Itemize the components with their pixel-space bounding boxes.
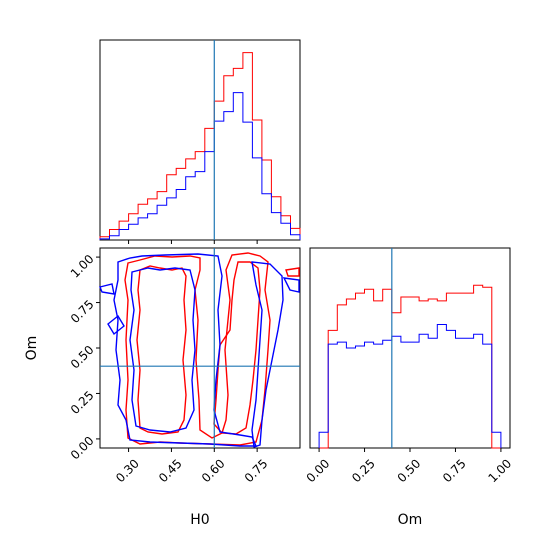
om-left-tick-label: 0.00 <box>68 434 97 463</box>
h0-tick-label: 0.60 <box>199 456 228 485</box>
contour-blue-small-3 <box>282 277 300 293</box>
truth-lines <box>100 40 393 448</box>
h0-histogram-series-2 <box>99 92 301 240</box>
om-bottom-tick-label: 0.25 <box>349 456 378 485</box>
h0-histogram-series-1 <box>99 52 301 240</box>
om-left-tick-label: 0.75 <box>68 297 97 326</box>
om-histogram-panel <box>309 247 511 449</box>
h0-tick-label: 0.45 <box>156 456 185 485</box>
contour-blue-inner <box>129 267 196 433</box>
om-histogram-series-1 <box>319 284 501 449</box>
contour-blue-small-1 <box>107 314 125 336</box>
om-axis-label-left: Om <box>24 336 40 361</box>
om-bottom-tick-label: 0.75 <box>440 456 469 485</box>
h0-histogram-steps <box>99 52 301 240</box>
contour-blue-small-2 <box>99 283 115 295</box>
h0-tick-label: 0.75 <box>242 456 271 485</box>
contour-red-inner <box>136 265 187 435</box>
contour-red-small <box>285 267 300 277</box>
om-bottom-tick-label: 0.50 <box>395 456 424 485</box>
om-bottom-tick-label: 1.00 <box>485 456 514 485</box>
h0-tick-label: 0.30 <box>113 456 142 485</box>
contour-blue-right <box>251 261 284 448</box>
om-left-tick-label: 0.50 <box>68 343 97 372</box>
om-bottom-tick-label: 0.00 <box>304 456 333 485</box>
om-histogram-series-2 <box>318 324 502 448</box>
om-left-tick-label: 0.25 <box>68 388 97 417</box>
om-histogram-steps <box>318 284 502 449</box>
contour-red-outer <box>124 252 271 446</box>
om-left-tick-label: 1.00 <box>68 252 97 281</box>
contour-lines <box>99 252 300 448</box>
h0-histogram-panel <box>99 39 301 241</box>
om-axis-label-bottom: Om <box>398 512 423 528</box>
h0-axis-label: H0 <box>190 512 209 528</box>
